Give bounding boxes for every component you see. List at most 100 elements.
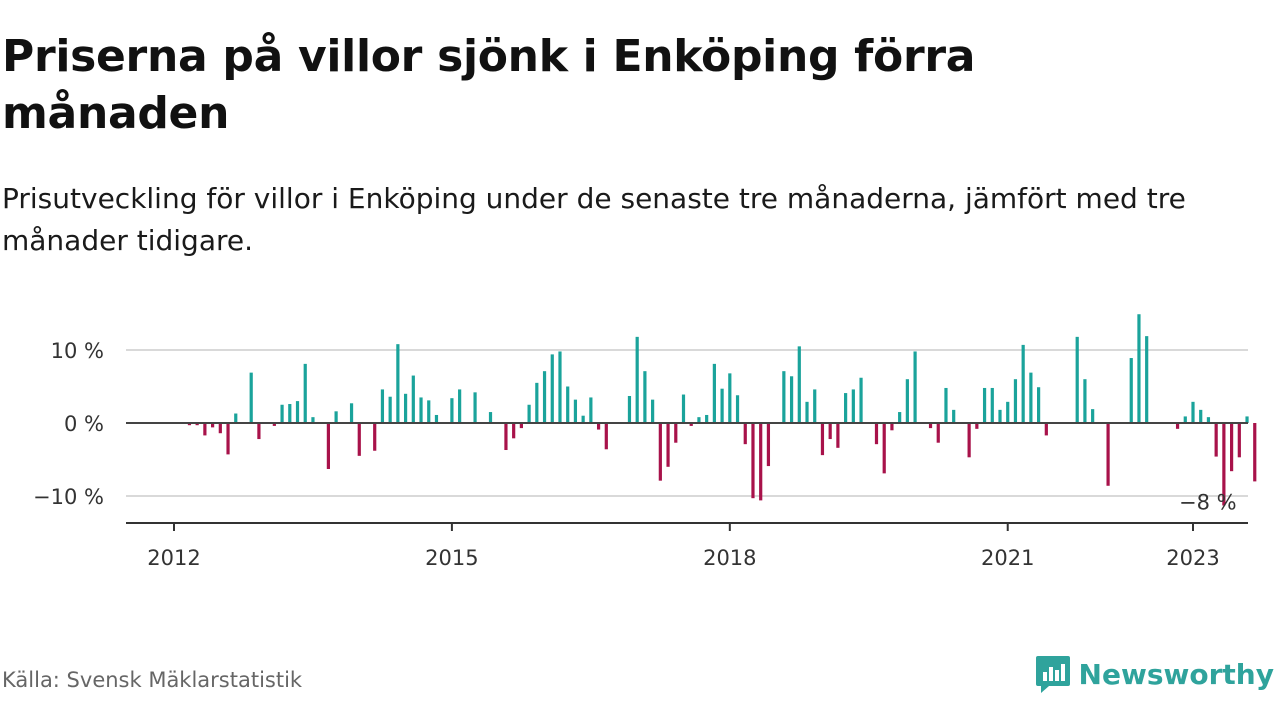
bar-positive (1183, 416, 1187, 423)
annotations: −8 % (1179, 490, 1237, 514)
bar-positive (813, 389, 817, 423)
bar-positive (844, 393, 848, 423)
bar-chart: −10 % 0 % 10 % 2012 2015 2018 2021 2023 −8 % (33, 314, 1257, 570)
bar-negative (766, 423, 771, 467)
bar-negative (272, 423, 276, 426)
bar-positive (797, 346, 801, 423)
bar-positive (411, 375, 415, 423)
bar-positive (1006, 401, 1010, 423)
bar-positive (1029, 372, 1033, 423)
bar-positive (1199, 409, 1203, 423)
bar-negative (874, 423, 879, 445)
gridlines (126, 349, 1248, 497)
chart-title: Priserna på villor sjönk i Enköping förr… (2, 31, 976, 139)
bar-positive (782, 371, 786, 423)
bar-negative (658, 423, 662, 481)
bar-positive (1145, 336, 1149, 423)
bar-negative (666, 423, 670, 467)
newsworthy-logo-icon (1035, 656, 1070, 693)
chart-subtitle: Prisutveckling för villor i Enköping und… (2, 182, 1186, 257)
bar-positive (859, 377, 863, 423)
bar-negative (596, 423, 601, 430)
bar-positive (581, 415, 585, 423)
bar-positive (1191, 401, 1195, 423)
bar-positive (712, 363, 716, 423)
bar-negative (1106, 423, 1110, 486)
bar-negative (836, 423, 840, 448)
bar-positive (1129, 358, 1133, 423)
bar-positive (1245, 416, 1249, 423)
bar-negative (218, 423, 222, 434)
y-axis-labels: −10 % 0 % 10 % (33, 339, 104, 509)
bar-positive (234, 413, 238, 423)
bar-positive (334, 411, 338, 423)
bar-positive (249, 372, 253, 423)
bar-negative (890, 423, 894, 431)
bar-negative (1229, 423, 1234, 472)
bar-negative (373, 423, 377, 451)
bar-positive (627, 395, 632, 423)
bar-negative (1175, 423, 1180, 429)
bar-positive (990, 387, 994, 423)
bar-negative (967, 423, 971, 458)
bar-positive (1091, 409, 1095, 423)
bar-positive (311, 417, 315, 423)
bar-positive (681, 394, 686, 423)
bar-positive (805, 401, 809, 423)
bar-positive (434, 414, 439, 423)
bar-negative (203, 423, 207, 436)
x-tick-label: 2018 (703, 546, 756, 570)
source-note: Källa: Svensk Mäklarstatistik (2, 668, 303, 692)
bar-negative (743, 423, 747, 445)
bar-positive (542, 371, 547, 423)
bars (187, 314, 1257, 506)
bar-negative (187, 423, 192, 426)
x-tick-label: 2021 (981, 546, 1034, 570)
bar-positive (295, 401, 300, 423)
bar-positive (1037, 387, 1041, 423)
y-tick-label: 10 % (51, 339, 104, 363)
bar-positive (651, 399, 655, 423)
bar-positive (898, 412, 902, 423)
bar-negative (674, 423, 678, 443)
bar-positive (728, 373, 732, 423)
bar-positive (851, 389, 855, 423)
bar-positive (388, 396, 392, 423)
x-axis: 2012 2015 2018 2021 2023 (126, 422, 1248, 570)
bar-positive (720, 388, 724, 423)
x-tick-label: 2015 (425, 546, 478, 570)
bar-positive (735, 395, 740, 423)
bar-positive (697, 417, 701, 423)
x-tick-label: 2023 (1166, 546, 1219, 570)
bar-positive (566, 386, 570, 423)
bar-positive (573, 399, 578, 423)
bar-negative (504, 423, 508, 451)
bar-positive (558, 351, 562, 423)
bar-positive (705, 414, 709, 423)
bar-negative (828, 423, 832, 440)
bar-positive (1083, 379, 1087, 423)
bar-positive (913, 351, 917, 423)
bar-negative (326, 423, 330, 469)
bar-negative (604, 423, 608, 450)
bar-positive (1137, 314, 1141, 423)
bar-positive (280, 404, 284, 423)
bar-positive (450, 398, 454, 423)
brand-name: Newsworthy (1078, 657, 1274, 691)
bar-negative (759, 423, 763, 501)
bar-positive (982, 387, 987, 423)
bar-negative (195, 423, 199, 426)
y-tick-label: −10 % (33, 485, 104, 509)
bar-positive (550, 354, 554, 423)
bar-negative (512, 423, 516, 439)
bar-negative (1237, 423, 1241, 458)
bar-positive (403, 393, 408, 423)
bar-negative (1253, 423, 1257, 482)
bar-negative (357, 423, 361, 456)
bar-positive (380, 389, 385, 423)
bar-positive (458, 389, 462, 423)
bar-positive (349, 403, 354, 423)
bar-positive (635, 336, 639, 423)
bar-negative (975, 423, 979, 429)
bar-positive (535, 382, 539, 423)
